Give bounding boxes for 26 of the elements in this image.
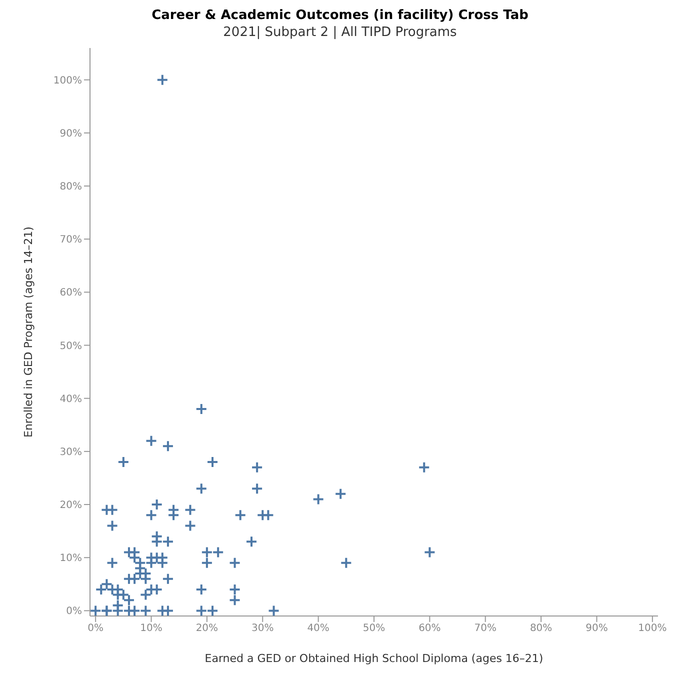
x-tick-label: 40%	[307, 623, 330, 634]
y-tick-label: 30%	[60, 446, 82, 458]
x-tick-label: 60%	[418, 623, 441, 634]
x-axis-title: Earned a GED or Obtained High School Diploma (ages 16–21)	[204, 652, 544, 665]
x-tick-label: 0%	[88, 623, 104, 634]
y-tick-label: 70%	[60, 234, 82, 246]
y-tick-label: 100%	[53, 75, 82, 86]
y-tick-label: 10%	[60, 553, 82, 564]
y-tick-label: 20%	[60, 500, 82, 512]
y-axis-title: Enrolled in GED Program (ages 14–21)	[22, 226, 35, 438]
chart-subtitle: 2021| Subpart 2 | All TIPD Programs	[222, 25, 458, 40]
x-tick-label: 100%	[638, 623, 667, 634]
x-tick-label: 20%	[196, 623, 218, 634]
y-tick-label: 0%	[66, 606, 82, 618]
x-tick-label: 30%	[252, 623, 274, 634]
x-tick-label: 80%	[530, 623, 552, 634]
chart-title: Career & Academic Outcomes (in facility) Cross Tab	[150, 8, 530, 23]
x-tick-label: 70%	[474, 623, 496, 634]
y-tick-label: 80%	[60, 182, 82, 193]
y-tick-label: 40%	[60, 394, 82, 405]
y-tick-label: 50%	[60, 340, 82, 352]
y-tick-label: 90%	[60, 128, 82, 140]
x-tick-label: 10%	[140, 623, 162, 634]
y-tick-label: 60%	[60, 288, 82, 299]
x-tick-label: 90%	[586, 623, 608, 634]
x-tick-label: 50%	[362, 623, 386, 634]
